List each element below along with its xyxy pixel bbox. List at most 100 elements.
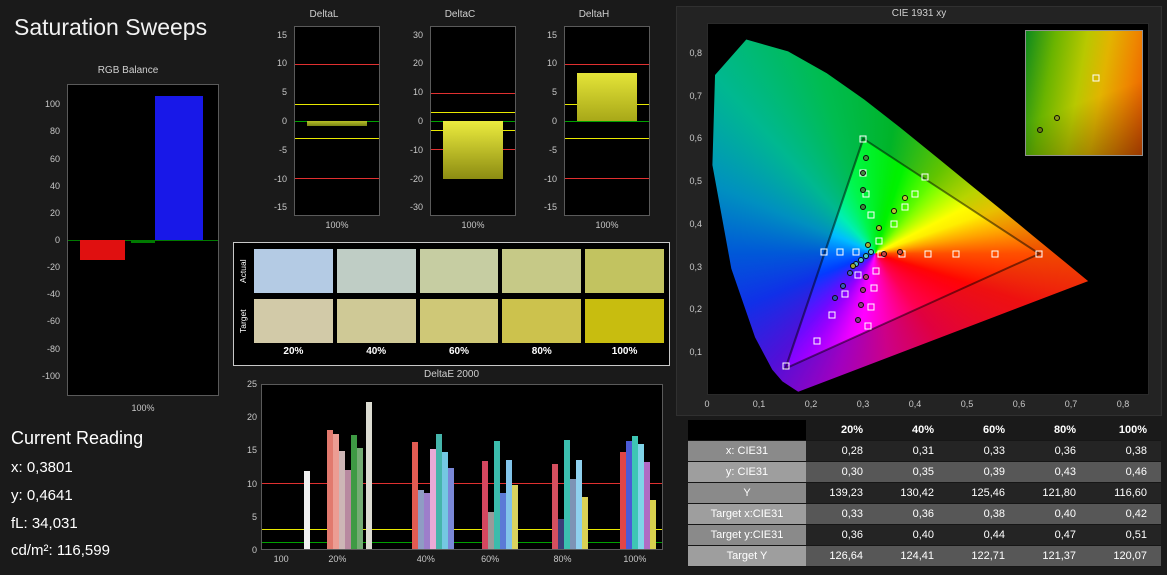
reading-luminance-value: cd/m²: 116,599	[11, 542, 110, 559]
table-value: 0,40	[1019, 504, 1090, 524]
table-value: 0,35	[877, 462, 948, 482]
table-value: 0,30	[806, 462, 877, 482]
y-tick-label: 10	[546, 58, 557, 69]
y-tick-label: 0	[251, 545, 257, 555]
target-square	[841, 290, 849, 298]
target-square	[828, 311, 836, 319]
deltae-measurement-bar	[430, 449, 436, 549]
x-tick-label: 40%	[416, 554, 435, 564]
y-tick-label: -30	[409, 202, 423, 213]
table-value: 0,31	[877, 441, 948, 461]
target-row-label: Target	[238, 309, 248, 333]
table-value: 0,46	[1090, 462, 1161, 482]
table-value: 0,43	[1019, 462, 1090, 482]
deltae-measurement-bar	[351, 434, 357, 549]
reference-line	[431, 92, 515, 94]
reference-line	[262, 529, 662, 531]
y-tick-label: -60	[46, 316, 60, 327]
measured-point	[831, 295, 838, 302]
x-tick-label: 60%	[481, 554, 500, 564]
deltae-measurement-bar	[500, 492, 506, 549]
y-tick-label: 15	[276, 29, 287, 40]
table-row: Target Y 126,64 124,41 122,71 121,37 120,07	[688, 546, 1161, 567]
target-square	[859, 135, 867, 143]
deltae-measurement-bar	[333, 433, 339, 549]
y-tick-label: 10	[412, 87, 423, 98]
reference-line	[295, 64, 379, 66]
table-value: 122,71	[948, 546, 1019, 566]
rgb-balance-x-label: 100%	[131, 403, 155, 413]
table-row: x: CIE31 0,28 0,31 0,33 0,36 0,38	[688, 441, 1161, 462]
inset-target-square	[1092, 74, 1100, 82]
deltae-measurement-bar	[644, 462, 650, 549]
chart-title: DeltaH	[578, 9, 610, 20]
y-tick-label: 0	[281, 116, 287, 126]
y-tick-label: 5	[251, 511, 257, 522]
page-title: Saturation Sweeps	[14, 14, 208, 40]
table-value: 0,39	[948, 462, 1019, 482]
y-tick-label: 0	[551, 116, 557, 126]
target-square	[991, 250, 999, 258]
delta-chart-deltal: DeltaL 15 10 5 0 -5 -10 -15 100%	[258, 8, 390, 240]
column-header: 100%	[1118, 424, 1147, 436]
chart-plot	[430, 26, 516, 216]
reference-line	[565, 64, 649, 66]
y-tick-label: -15	[543, 202, 557, 213]
delta-value-bar	[442, 121, 504, 179]
deltae-measurement-bar	[570, 479, 576, 549]
y-tick-label: 0	[417, 116, 423, 126]
deltae-measurement-bar	[488, 511, 494, 549]
measured-point	[860, 186, 867, 193]
deltae-measurement-bar	[552, 463, 558, 549]
delta-value-bar	[576, 72, 638, 121]
deltae-measurement-bar	[564, 440, 570, 549]
actual-swatch-row	[254, 249, 664, 293]
table-value: 125,46	[948, 483, 1019, 503]
cie-title: CIE 1931 xy	[891, 8, 947, 19]
target-square	[911, 190, 919, 198]
y-tick-label: 20	[246, 412, 257, 423]
deltae-measurement-bar	[506, 459, 512, 549]
table-value: 0,38	[948, 504, 1019, 524]
x-tick-label: 0,1	[752, 399, 766, 409]
rgb-balance-title: RGB Balance	[97, 65, 159, 76]
table-value: 121,37	[1019, 546, 1090, 566]
y-tick-label: 5	[551, 87, 557, 98]
table-row: Target y:CIE31 0,36 0,40 0,44 0,47 0,51	[688, 525, 1161, 546]
y-tick-label: -10	[543, 173, 557, 184]
table-value: 126,64	[806, 546, 877, 566]
reference-line	[262, 483, 662, 485]
deltae2000-title: DeltaE 2000	[423, 369, 480, 380]
table-row: y: CIE31 0,30 0,35 0,39 0,43 0,46	[688, 462, 1161, 483]
reading-fl-value: fL: 34,031	[11, 515, 78, 532]
target-swatch-80%	[502, 299, 582, 343]
row-label: Target Y	[688, 546, 806, 566]
table-value: 116,60	[1090, 483, 1161, 503]
measured-point	[860, 203, 867, 210]
measured-point	[855, 316, 862, 323]
reading-x-value: x: 0,3801	[11, 459, 73, 476]
rgb-bar-green	[131, 240, 155, 243]
y-tick-label: 80	[49, 126, 60, 137]
row-label: y: CIE31	[688, 462, 806, 482]
table-value: 0,36	[806, 525, 877, 545]
target-swatch-20%	[254, 299, 333, 343]
table-header-row: 20% 40% 60% 80% 100%	[688, 420, 1161, 441]
y-tick-label: 20	[412, 58, 423, 69]
actual-swatch-40%	[336, 249, 416, 293]
x-tick-label: 0,6	[1012, 399, 1026, 409]
swatch-column-label: 40%	[366, 346, 387, 357]
deltae-measurement-bar	[620, 451, 626, 549]
target-square	[890, 220, 898, 228]
deltae-measurement-bar	[582, 497, 588, 549]
table-value: 0,40	[877, 525, 948, 545]
x-axis-label: 100%	[595, 220, 619, 230]
row-label: Target x:CIE31	[688, 504, 806, 524]
swatch-column-label: 80%	[531, 346, 552, 357]
table-value: 120,07	[1090, 546, 1161, 566]
y-tick-label: -40	[46, 289, 60, 300]
table-value: 0,47	[1019, 525, 1090, 545]
y-tick-label: -5	[278, 144, 287, 155]
row-label: x: CIE31	[688, 441, 806, 461]
deltae-measurement-bar	[357, 447, 363, 549]
